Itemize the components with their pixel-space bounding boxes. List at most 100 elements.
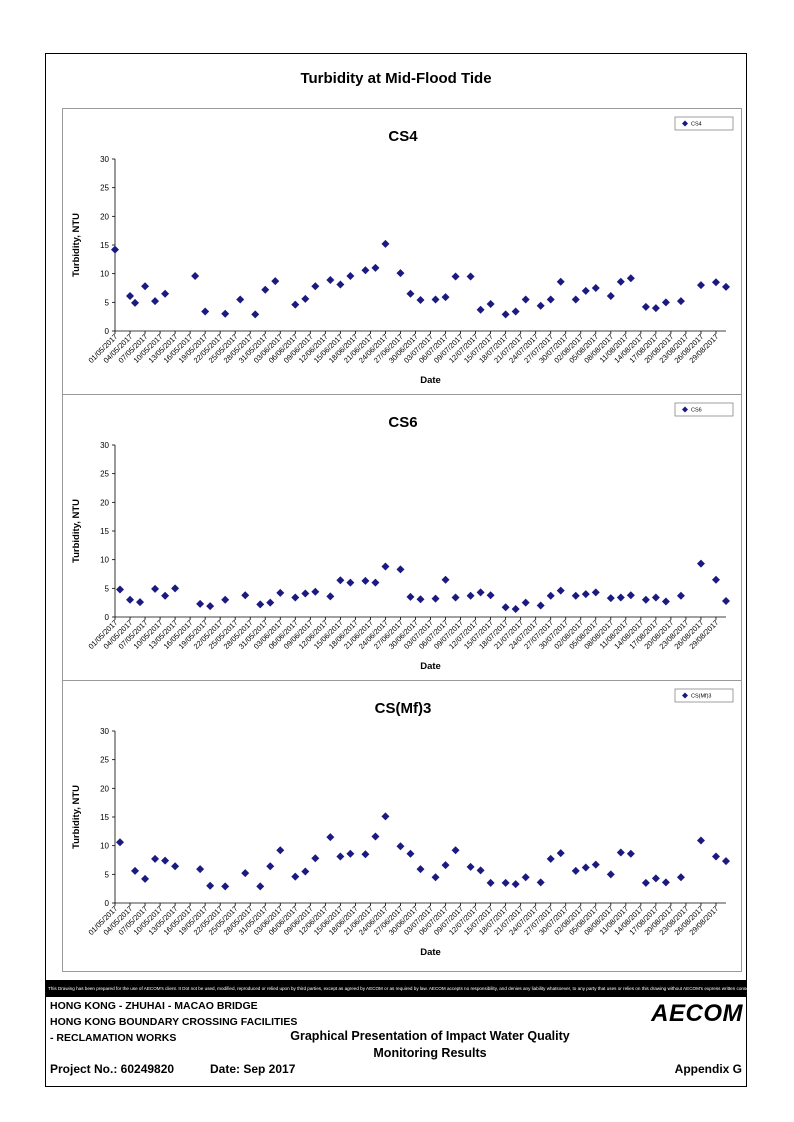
data-point — [346, 849, 355, 858]
y-axis-title: Turbidity, NTU — [71, 785, 82, 849]
y-tick-label: 5 — [105, 584, 110, 593]
y-tick-label: 10 — [100, 556, 109, 565]
data-point — [476, 305, 485, 314]
data-point — [416, 296, 425, 305]
data-point — [416, 595, 425, 604]
data-point — [536, 601, 545, 610]
chart-title: CS6 — [388, 414, 417, 431]
legend-label: CS(Mf)3 — [691, 694, 711, 700]
data-point — [201, 307, 210, 316]
data-point — [406, 592, 415, 601]
legend: CS(Mf)3 — [674, 688, 734, 703]
data-point — [651, 874, 660, 883]
y-tick-label: 10 — [100, 270, 109, 279]
y-tick-label: 15 — [100, 241, 109, 250]
data-point — [676, 873, 685, 882]
data-point — [241, 869, 250, 878]
data-point — [676, 591, 685, 600]
legend-box — [674, 402, 734, 417]
data-point — [301, 589, 310, 598]
data-point — [311, 854, 320, 863]
legend: CS4 — [674, 116, 734, 131]
y-tick-label: 25 — [100, 756, 109, 765]
chart-title: CS4 — [388, 128, 418, 145]
data-point — [136, 598, 145, 607]
y-tick-label: 15 — [100, 527, 109, 536]
data-point — [722, 282, 730, 291]
data-point — [696, 836, 705, 845]
data-point — [451, 846, 460, 855]
data-point — [116, 585, 125, 594]
data-point — [546, 295, 555, 304]
data-point — [546, 854, 555, 863]
y-tick-label: 25 — [100, 470, 109, 479]
data-point — [451, 593, 460, 602]
data-point — [521, 598, 530, 607]
data-point — [676, 297, 685, 306]
data-point — [501, 603, 510, 612]
data-point — [626, 849, 635, 858]
y-tick-label: 5 — [105, 298, 110, 307]
y-tick-label: 15 — [100, 813, 109, 822]
data-point — [406, 289, 415, 298]
data-point — [191, 271, 200, 280]
data-point — [161, 289, 170, 298]
legend-label: CS6 — [691, 408, 702, 414]
y-tick-label: 30 — [100, 441, 109, 450]
data-point — [661, 597, 670, 606]
data-point — [511, 604, 520, 613]
data-point — [441, 575, 450, 584]
data-point — [626, 591, 635, 600]
data-point — [486, 300, 495, 309]
data-point — [441, 293, 450, 302]
data-point — [291, 593, 300, 602]
legend-marker — [682, 120, 688, 127]
data-point — [346, 578, 355, 587]
y-tick-label: 20 — [100, 784, 109, 793]
data-point — [616, 277, 625, 286]
legend-marker — [682, 406, 688, 413]
data-point — [206, 602, 215, 611]
legend-box — [674, 688, 734, 703]
data-point — [256, 882, 265, 891]
data-point — [221, 595, 230, 604]
data-point — [171, 862, 180, 871]
x-axis-title: Date — [420, 947, 441, 958]
legend-marker — [682, 692, 688, 699]
data-point — [466, 862, 475, 871]
data-point — [466, 591, 475, 600]
y-axis-title: Turbidity, NTU — [71, 499, 82, 563]
x-axis-title: Date — [420, 375, 441, 386]
data-point — [696, 559, 705, 568]
drawing-frame — [45, 53, 747, 1087]
drawing-title-line-1: Graphical Presentation of Impact Water Q… — [290, 1029, 570, 1043]
data-point — [221, 882, 230, 891]
data-point — [486, 591, 495, 600]
data-point — [501, 878, 510, 887]
data-point — [271, 277, 280, 286]
data-point — [571, 295, 580, 304]
data-point — [361, 576, 370, 585]
chart-cs4: CS4CS405101520253001/05/201704/05/201707… — [71, 116, 734, 386]
data-point — [256, 600, 265, 609]
data-point — [606, 594, 615, 603]
data-point — [151, 584, 160, 593]
y-tick-label: 30 — [100, 155, 109, 164]
y-axis-title: Turbidity, NTU — [71, 213, 82, 277]
data-point — [466, 272, 475, 281]
data-point — [371, 578, 380, 587]
data-point — [301, 867, 310, 876]
data-point — [361, 266, 370, 275]
data-point — [591, 588, 600, 597]
data-point — [661, 878, 670, 887]
data-point — [722, 857, 730, 866]
y-tick-label: 5 — [105, 870, 110, 879]
data-point — [571, 866, 580, 875]
data-point — [301, 294, 310, 303]
appendix-label: Appendix G — [674, 1062, 742, 1076]
data-point — [206, 881, 215, 890]
data-point — [396, 269, 405, 278]
data-point — [131, 298, 140, 307]
data-point — [346, 271, 355, 280]
data-point — [396, 565, 405, 574]
